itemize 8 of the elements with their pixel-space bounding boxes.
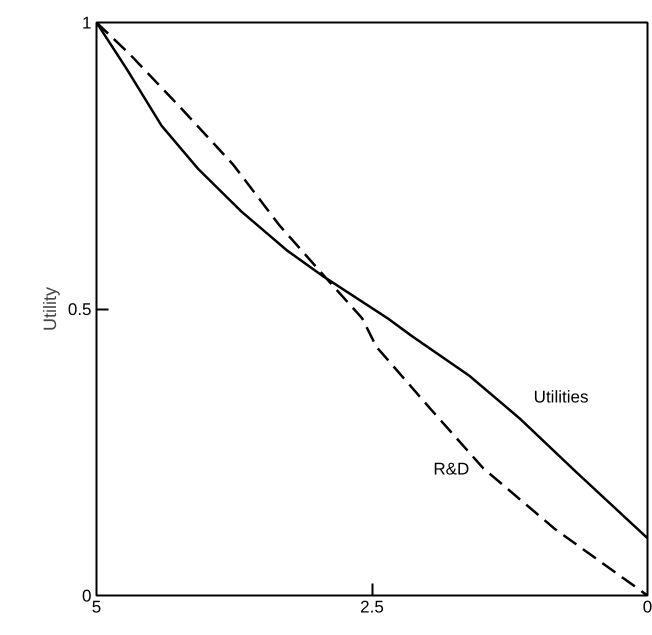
- x-tick-label: 2.5: [360, 598, 384, 616]
- series-label: R&D: [433, 459, 470, 478]
- x-tick-label: 5: [92, 598, 102, 616]
- y-axis-title: Utility: [40, 287, 60, 331]
- y-tick-label: 0.5: [68, 300, 92, 319]
- x-tick-label: 0: [642, 598, 652, 616]
- y-tick-label: 1: [82, 14, 92, 32]
- series-label: Utilities: [534, 387, 588, 406]
